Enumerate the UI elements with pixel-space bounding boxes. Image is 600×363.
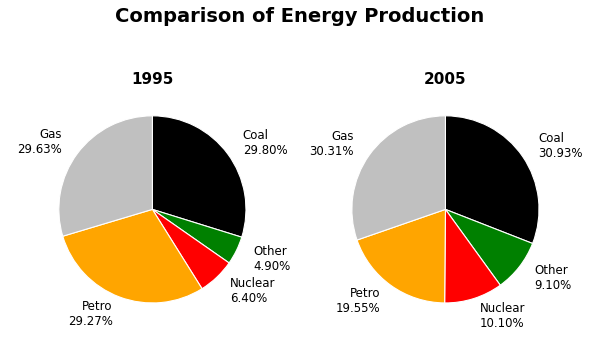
Wedge shape xyxy=(352,116,445,240)
Wedge shape xyxy=(59,116,152,236)
Text: Petro
19.55%: Petro 19.55% xyxy=(335,286,380,315)
Wedge shape xyxy=(152,116,246,237)
Text: Gas
30.31%: Gas 30.31% xyxy=(310,130,354,158)
Wedge shape xyxy=(445,116,539,244)
Wedge shape xyxy=(445,209,533,285)
Text: Coal
30.93%: Coal 30.93% xyxy=(538,132,583,160)
Text: Petro
29.27%: Petro 29.27% xyxy=(68,301,113,329)
Text: Coal
29.80%: Coal 29.80% xyxy=(243,129,287,157)
Text: Comparison of Energy Production: Comparison of Energy Production xyxy=(115,7,485,26)
Wedge shape xyxy=(152,209,242,263)
Wedge shape xyxy=(152,209,229,289)
Wedge shape xyxy=(445,209,500,303)
Text: Gas
29.63%: Gas 29.63% xyxy=(17,129,62,156)
Text: Other
9.10%: Other 9.10% xyxy=(534,264,571,292)
Text: Nuclear
10.10%: Nuclear 10.10% xyxy=(479,302,525,330)
Text: Nuclear
6.40%: Nuclear 6.40% xyxy=(230,277,275,305)
Title: 1995: 1995 xyxy=(131,72,173,87)
Wedge shape xyxy=(63,209,202,303)
Text: Other
4.90%: Other 4.90% xyxy=(253,245,290,273)
Wedge shape xyxy=(357,209,445,303)
Title: 2005: 2005 xyxy=(424,72,467,87)
